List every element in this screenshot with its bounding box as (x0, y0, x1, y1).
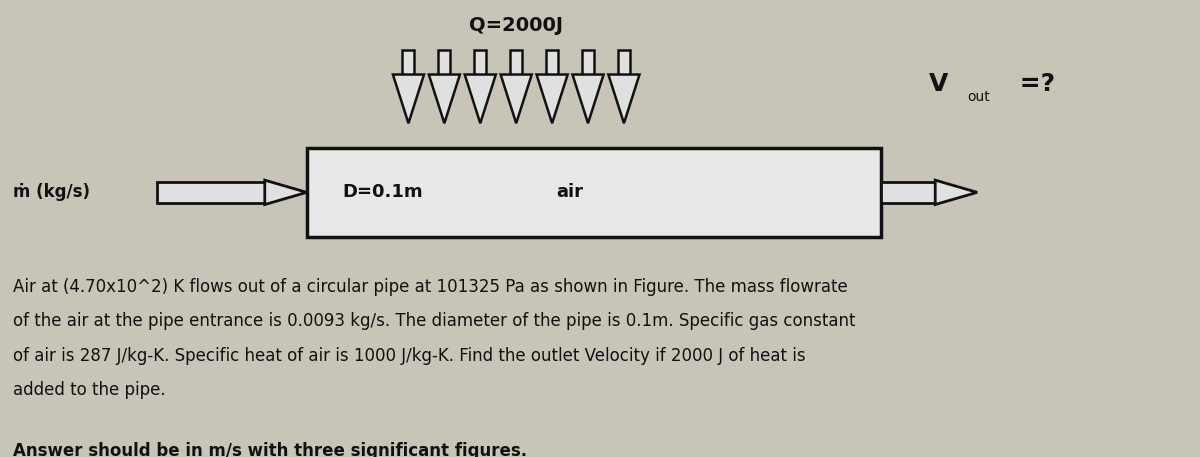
Polygon shape (935, 180, 977, 205)
FancyBboxPatch shape (618, 50, 630, 74)
FancyBboxPatch shape (510, 50, 522, 74)
Text: of air is 287 J/kg-K. Specific heat of air is 1000 J/kg-K. Find the outlet Veloc: of air is 287 J/kg-K. Specific heat of a… (13, 347, 806, 365)
Polygon shape (608, 74, 640, 123)
FancyBboxPatch shape (582, 50, 594, 74)
Polygon shape (392, 74, 424, 123)
Text: Air at (4.70x10^2) K flows out of a circular pipe at 101325 Pa as shown in Figur: Air at (4.70x10^2) K flows out of a circ… (13, 278, 848, 296)
FancyBboxPatch shape (438, 50, 450, 74)
Text: of the air at the pipe entrance is 0.0093 kg/s. The diameter of the pipe is 0.1m: of the air at the pipe entrance is 0.009… (13, 312, 856, 330)
Text: added to the pipe.: added to the pipe. (13, 381, 166, 399)
Polygon shape (536, 74, 568, 123)
Text: =?: =? (1010, 72, 1055, 96)
Text: D=0.1m: D=0.1m (342, 183, 424, 202)
FancyBboxPatch shape (881, 182, 935, 202)
Polygon shape (500, 74, 532, 123)
Text: Answer should be in m/s with three significant figures.: Answer should be in m/s with three signi… (13, 442, 528, 457)
Polygon shape (428, 74, 460, 123)
Polygon shape (464, 74, 496, 123)
Text: Q=2000J: Q=2000J (469, 16, 563, 35)
Text: out: out (967, 90, 990, 104)
Text: ṁ (kg/s): ṁ (kg/s) (13, 183, 90, 202)
Bar (307, 148, 881, 237)
FancyBboxPatch shape (402, 50, 414, 74)
Polygon shape (572, 74, 604, 123)
FancyBboxPatch shape (474, 50, 486, 74)
FancyBboxPatch shape (546, 50, 558, 74)
Text: air: air (557, 183, 583, 202)
Polygon shape (265, 180, 307, 205)
Text: V: V (929, 72, 949, 96)
FancyBboxPatch shape (157, 182, 265, 202)
